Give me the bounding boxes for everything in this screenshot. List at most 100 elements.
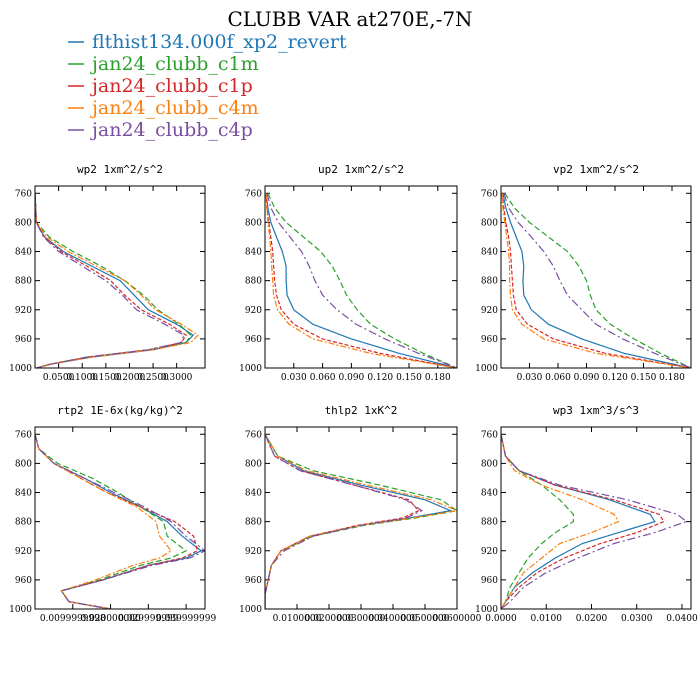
y-tick-label: 880 [15, 277, 32, 287]
legend-label: jan24_clubb_c4m [90, 97, 259, 119]
series-line [35, 193, 185, 368]
x-tick-label: 0.0300 [621, 614, 653, 624]
y-tick-label: 840 [481, 248, 498, 258]
series-line [501, 434, 575, 609]
x-tick-label: 0.2500 [137, 373, 169, 383]
legend-label: jan24_clubb_c1p [90, 75, 253, 97]
y-tick-label: 960 [15, 335, 32, 345]
y-tick-label: 920 [15, 306, 32, 316]
x-tick-label: 0.0500 [43, 373, 75, 383]
x-tick-label: 0.1000 [66, 373, 98, 383]
y-tick-label: 960 [15, 576, 32, 586]
y-tick-label: 800 [481, 459, 498, 469]
y-tick-label: 880 [245, 277, 262, 287]
y-tick-label: 840 [15, 489, 32, 499]
panel-title: vp2 1xm^2/s^2 [553, 163, 639, 176]
x-tick-label: 0.029999999 [118, 614, 178, 624]
series-line [265, 433, 453, 609]
x-tick-label: 0.3000 [161, 373, 193, 383]
series-line [35, 434, 203, 609]
y-tick-label: 800 [245, 218, 262, 228]
series-line [35, 193, 192, 368]
series-line [265, 193, 457, 368]
chart-panel: vp2 1xm^2/s^2 760 800 840 880 920 960 1000 0.030… [475, 163, 692, 383]
plot-frame [34, 185, 206, 369]
y-tick-label: 800 [481, 218, 498, 228]
x-tick-label: 0.180 [425, 373, 451, 383]
panel-title: thlp2 1xK^2 [325, 404, 398, 417]
series-line [504, 192, 691, 368]
x-tick-label: 0.030 [517, 373, 543, 383]
y-tick-label: 760 [245, 189, 262, 199]
plot-frame [500, 185, 692, 369]
x-tick-label: 0.0000 [485, 614, 517, 624]
series-line [501, 434, 620, 609]
chart-panel: thlp2 1xK^2 760 800 840 880 920 960 1000 0.01000… [239, 404, 482, 624]
y-tick-label: 800 [15, 459, 32, 469]
y-tick-label: 800 [15, 218, 32, 228]
y-tick-label: 960 [481, 576, 498, 586]
series-line [502, 193, 691, 368]
series-line [501, 434, 688, 609]
x-tick-label: 0.0500000 [401, 614, 450, 624]
x-tick-label: 0.0099999998 [40, 614, 106, 624]
legend-label: flthist134.000f_xp2_revert [92, 31, 347, 53]
series-line [501, 434, 665, 609]
y-tick-label: 1000 [475, 364, 498, 374]
x-tick-label: 0.180 [659, 373, 685, 383]
series-line [35, 434, 188, 609]
x-tick-label: 0.150 [631, 373, 657, 383]
y-tick-label: 1000 [239, 605, 262, 615]
y-tick-label: 840 [245, 489, 262, 499]
y-tick-label: 880 [481, 277, 498, 287]
x-tick-label: 0.030 [281, 373, 307, 383]
chart-panel: rtp2 1E-6x(kg/kg)^2 760 800 840 880 920 960 100… [9, 404, 216, 624]
x-tick-label: 0.060 [310, 373, 336, 383]
x-tick-label: 0.020000000 [80, 614, 140, 624]
panels: wp2 1xm^2/s^2 760 800 840 880 920 960 1000 0.050… [9, 163, 698, 624]
x-tick-label: 0.0200 [576, 614, 608, 624]
series-line [501, 193, 691, 368]
legend-label: jan24_clubb_c4p [90, 119, 253, 141]
series-line [265, 433, 457, 609]
chart-panel: up2 1xm^2/s^2 760 800 840 880 920 960 1000 0.030… [239, 163, 458, 383]
y-tick-label: 920 [481, 547, 498, 557]
x-tick-label: 0.2000 [114, 373, 146, 383]
y-tick-label: 920 [481, 306, 498, 316]
x-tick-label: 0.090 [574, 373, 600, 383]
series-line [265, 433, 457, 609]
x-tick-label: 0.0200000 [305, 614, 354, 624]
y-tick-label: 920 [245, 547, 262, 557]
y-tick-label: 920 [15, 547, 32, 557]
series-line [265, 193, 457, 368]
y-tick-label: 760 [15, 189, 32, 199]
panel-title: wp2 1xm^2/s^2 [77, 163, 163, 176]
series-line [265, 434, 424, 609]
x-tick-label: 0.039999999 [156, 614, 216, 624]
x-tick-label: 0.0400000 [369, 614, 418, 624]
x-tick-label: 0.1500 [90, 373, 122, 383]
y-tick-label: 1000 [475, 605, 498, 615]
panel-title: up2 1xm^2/s^2 [318, 163, 404, 176]
series-line [501, 193, 691, 368]
figure-title: CLUBB VAR at270E,-7N [227, 7, 472, 31]
y-tick-label: 840 [481, 489, 498, 499]
x-tick-label: 0.0300000 [337, 614, 386, 624]
series-line [35, 434, 172, 609]
x-tick-label: 0.150 [396, 373, 422, 383]
series-line [35, 193, 195, 368]
panel-title: wp3 1xm^3/s^3 [553, 404, 639, 417]
panel-title: rtp2 1E-6x(kg/kg)^2 [57, 404, 183, 417]
chart-panel: wp3 1xm^3/s^3 760 800 840 880 920 960 10000.000… [475, 404, 698, 624]
y-tick-label: 760 [481, 430, 498, 440]
plot-frame [34, 426, 206, 610]
plot-frame [264, 426, 458, 610]
x-tick-label: 0.060 [545, 373, 571, 383]
series-line [265, 193, 457, 368]
x-tick-label: 0.0100000 [273, 614, 322, 624]
series-line [35, 193, 199, 368]
series-line [503, 193, 691, 368]
y-tick-label: 880 [15, 518, 32, 528]
x-tick-label: 0.120 [367, 373, 393, 383]
